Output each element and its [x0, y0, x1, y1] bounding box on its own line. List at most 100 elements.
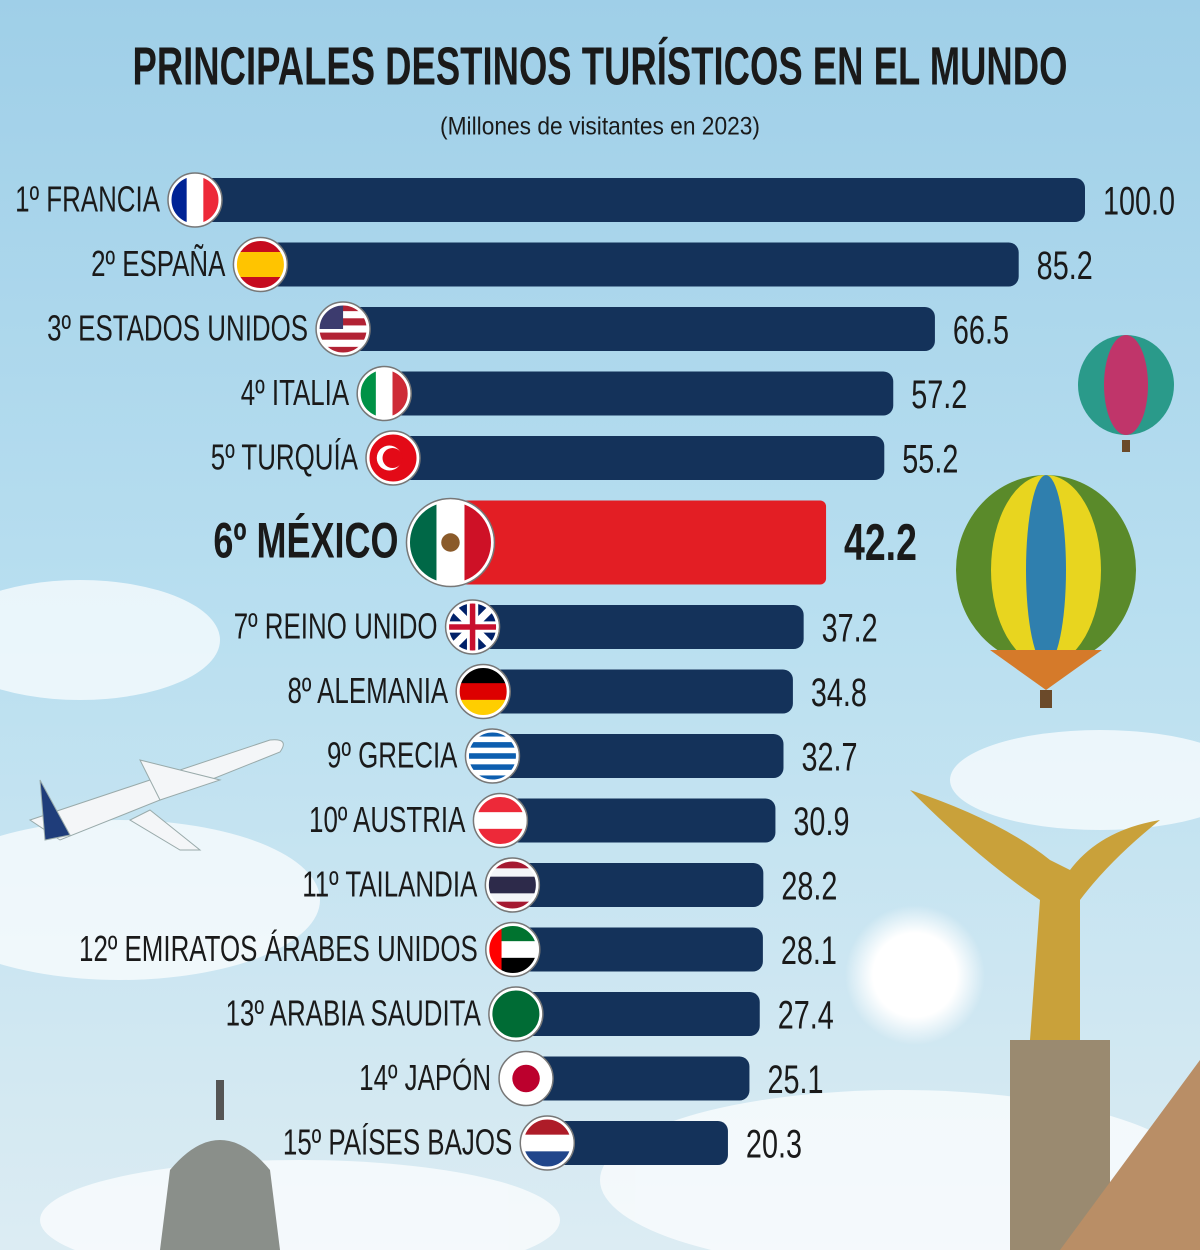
value-label: 30.9	[793, 799, 849, 844]
category-label: 7º REINO UNIDO	[234, 606, 438, 646]
bar	[472, 605, 804, 649]
value-label: 28.2	[781, 864, 837, 909]
flag-ring	[499, 1052, 553, 1105]
bar	[526, 1056, 750, 1101]
flag-stripe	[487, 885, 538, 894]
flag-stripe	[458, 683, 509, 701]
flag-ring	[357, 367, 411, 420]
category-label: 14º JAPÓN	[359, 1058, 491, 1098]
bar	[384, 371, 894, 416]
flag-stripe	[375, 368, 394, 419]
flag-ring-outer	[315, 301, 371, 357]
value-label: 55.2	[902, 437, 958, 482]
flag-stripe	[467, 775, 518, 781]
flag-stripe	[318, 325, 369, 334]
bar	[450, 500, 827, 585]
flag-ring-outer	[464, 728, 521, 784]
flag-stripe	[487, 868, 538, 878]
value-label: 66.5	[953, 308, 1009, 353]
flag-ring	[168, 173, 222, 227]
category-label: 5º TURQUÍA	[211, 437, 358, 477]
flag-ring	[465, 729, 519, 783]
category-label: 10º AUSTRIA	[309, 800, 465, 840]
value-label: 42.2	[844, 513, 917, 572]
flag-ring	[456, 665, 510, 718]
chart-subtitle: (Millones de visitantes en 2023)	[440, 113, 760, 141]
flag-ring-outer	[444, 599, 501, 655]
flag-emblem	[441, 533, 460, 552]
flag-ring	[316, 302, 370, 356]
flag-stripe	[318, 339, 369, 348]
value-label: 25.1	[767, 1057, 823, 1102]
flag	[487, 860, 538, 910]
balloon-small	[1078, 335, 1174, 452]
flag-ring	[406, 499, 494, 586]
flag-stripe	[186, 175, 204, 225]
flag-stripe	[467, 758, 518, 765]
flag-ring	[486, 923, 540, 976]
flag-ring	[485, 858, 539, 912]
category-label: 1º FRANCIA	[15, 179, 160, 219]
bar	[500, 798, 776, 843]
bar	[547, 1121, 728, 1165]
flag-cross	[447, 602, 498, 652]
flag-stripe	[467, 747, 518, 754]
flag-ring-outer	[519, 1115, 576, 1171]
flag-stripe	[235, 252, 286, 265]
flag-stripe	[318, 332, 369, 341]
flag-ring	[446, 600, 500, 654]
value-label: 85.2	[1037, 243, 1093, 288]
value-label: 57.2	[911, 372, 967, 417]
flag-stripe	[467, 769, 518, 776]
flag-stripe	[467, 731, 518, 738]
bar	[515, 992, 760, 1036]
category-label: 13º ARABIA SAUDITA	[226, 993, 481, 1033]
bar	[483, 669, 793, 714]
category-label: 8º ALEMANIA	[287, 671, 448, 711]
value-label: 37.2	[822, 606, 878, 651]
flag-stripe	[522, 1134, 573, 1152]
flag-crescent-cut	[382, 448, 403, 468]
category-label: 9º GRECIA	[327, 735, 457, 775]
flag-stripe	[487, 860, 538, 869]
flag-stripe	[467, 753, 518, 760]
flag-ring-outer	[484, 857, 541, 913]
value-label: 28.1	[781, 928, 837, 973]
category-label: 4º ITALIA	[241, 373, 349, 413]
category-label: 11º TAILANDIA	[302, 864, 477, 904]
value-label: 32.7	[801, 735, 857, 780]
bar	[343, 307, 935, 351]
category-label: 3º ESTADOS UNIDOS	[47, 308, 308, 348]
flag-ring	[489, 987, 543, 1041]
flag-ring-outer	[498, 1050, 554, 1107]
value-label: 27.4	[778, 993, 834, 1038]
value-label: 20.3	[746, 1122, 802, 1167]
sun	[845, 905, 985, 1045]
flag-stripe	[487, 876, 538, 886]
bar	[393, 436, 885, 480]
flag-stripe	[235, 264, 286, 278]
category-label: 15º PAÍSES BAJOS	[283, 1122, 512, 1162]
flag-stripe	[487, 901, 538, 910]
flag-ring-outer	[455, 663, 511, 720]
airplane	[28, 739, 284, 851]
category-label: 2º ESPAÑA	[91, 244, 225, 284]
chart-title: PRINCIPALES DESTINOS TURÍSTICOS EN EL MU…	[133, 36, 1068, 96]
flag-stripe	[467, 736, 518, 743]
flag-ring	[233, 238, 287, 291]
flag-ring-outer	[167, 172, 223, 228]
flag-ring	[366, 431, 420, 485]
flag-ring-outer	[356, 365, 412, 422]
bar	[512, 927, 763, 972]
flag-ring-outer	[472, 792, 529, 849]
value-label: 100.0	[1103, 179, 1175, 224]
flag-stripe	[467, 742, 518, 749]
flag-stripe	[487, 893, 538, 903]
flag-stripe	[475, 812, 526, 830]
flag-ring-outer	[405, 497, 496, 588]
bar	[260, 242, 1019, 287]
bar	[492, 734, 784, 778]
flag-ring	[520, 1116, 574, 1170]
value-label: 34.8	[811, 670, 867, 715]
